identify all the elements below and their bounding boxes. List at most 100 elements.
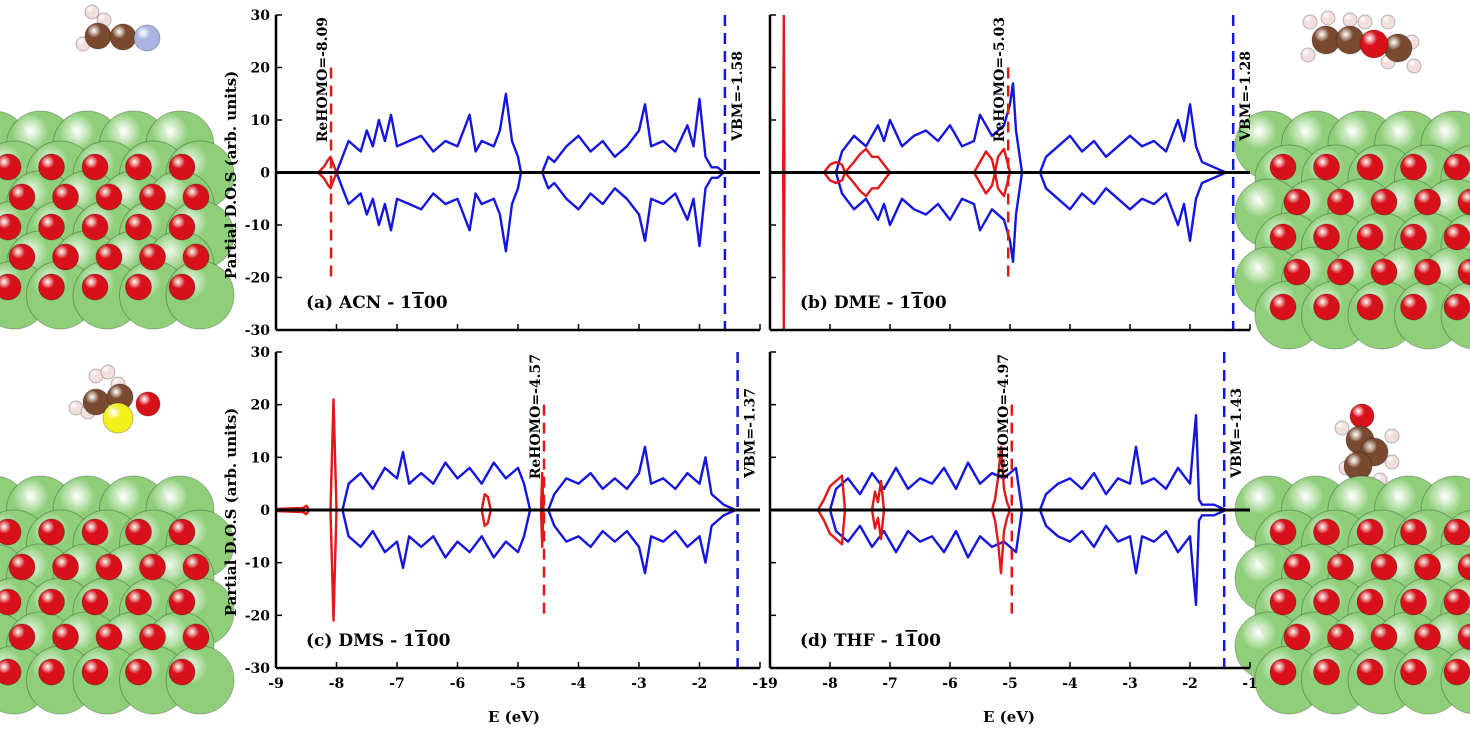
oxygen-atom (1457, 553, 1470, 581)
series-surface-spin-down (341, 508, 737, 575)
oxygen-atom (139, 623, 166, 651)
y-tick-label: -10 (245, 218, 271, 234)
series-surface-spin-down (335, 171, 725, 253)
carbon-atom (109, 23, 137, 51)
oxygen-atom (38, 518, 65, 546)
oxygen-atom (182, 183, 210, 211)
slab-illustration-c (0, 475, 235, 715)
rehomo-label: ReHOMO=-4.57 (528, 354, 544, 479)
oxygen-atom (1269, 223, 1297, 251)
oxygen-atom (38, 213, 65, 241)
oxygen-atom (0, 518, 22, 546)
oxygen-atom (1443, 588, 1470, 616)
series-adsorbate-spin-down (276, 508, 545, 622)
rehomo-label: ReHOMO=-4.97 (996, 354, 1012, 479)
oxygen-atom (1327, 553, 1354, 581)
oxygen-atom (81, 153, 109, 181)
nitrogen-atom (133, 24, 161, 52)
hydrogen-atom (1384, 454, 1400, 470)
oxygen-atom (1457, 623, 1470, 651)
x-tick-label: -8 (822, 676, 838, 692)
panel-label: (d) THF - 1100 (800, 631, 941, 651)
oxygen-atom (1356, 588, 1384, 616)
oxygen-atom (1313, 153, 1340, 181)
series-surface-spin-up (828, 414, 1227, 512)
oxygen-atom (1356, 658, 1384, 686)
y-tick-label: 0 (260, 166, 270, 182)
series-adsorbate-spin-up (317, 155, 338, 174)
oxygen-atom (95, 183, 123, 211)
hydrogen-atom (1380, 14, 1396, 30)
oxygen-atom (38, 153, 65, 181)
y-tick-label: -20 (245, 271, 271, 287)
slab-illustration-d (1234, 475, 1470, 715)
oxygen-atom (1400, 658, 1427, 686)
oxygen-atom (125, 588, 152, 616)
oxygen-atom (1283, 623, 1311, 651)
oxygen-atom (95, 623, 123, 651)
series-surface-spin-down (834, 171, 1227, 263)
oxygen-atom (1400, 223, 1427, 251)
y-tick-label: 10 (251, 450, 271, 466)
y-tick-label: 10 (251, 113, 271, 129)
series-adsorbate-spin-down (317, 171, 338, 190)
x-tick-label: -6 (942, 676, 958, 692)
y-tick-label: 30 (251, 345, 271, 361)
oxygen-atom (1327, 258, 1354, 286)
series-adsorbate-spin-up (276, 398, 545, 512)
oxygen-atom (1443, 658, 1470, 686)
plot-area (770, 15, 1250, 330)
panel-d-thf: ReHOMO=-4.97 VBM=-1.43 -9 -8 -7 -6 -5 -4 -3 -2 -1 (… (762, 351, 1258, 692)
x-tick-label: -9 (762, 676, 778, 692)
vbm-label: VBM=-1.28 (1238, 51, 1254, 142)
hydrogen-atom (1300, 47, 1316, 63)
oxygen-atom (125, 273, 152, 301)
x-tick-label: -9 (268, 676, 284, 692)
oxygen-atom (1400, 518, 1427, 546)
x-tick-label: -5 (1002, 676, 1018, 692)
oxygen-atom (1414, 258, 1441, 286)
oxygen-atom (1443, 518, 1470, 546)
oxygen-atom (95, 553, 123, 581)
hydrogen-atom (84, 4, 100, 20)
oxygen-atom (182, 623, 210, 651)
oxygen-atom (0, 273, 22, 301)
carbon-atom (1335, 25, 1365, 55)
panel-a-acn: ReHOMO=-8.09 VBM=-1.58 -30 -20 -10 0 10 20 30 (a)… (245, 8, 761, 339)
oxygen-atom (8, 623, 36, 651)
oxygen-atom (0, 658, 22, 686)
hydrogen-atom (1342, 12, 1358, 28)
series-surface-spin-up (834, 82, 1227, 174)
oxygen-atom (168, 518, 196, 546)
oxygen-atom (182, 243, 210, 271)
oxygen-atom (0, 213, 22, 241)
x-tick-label: -3 (1122, 676, 1138, 692)
panel-label-main: (c) DMS - 1 (306, 631, 415, 651)
oxygen-atom (1313, 658, 1340, 686)
panel-label-bar: 1 (905, 631, 917, 651)
oxygen-atom (135, 391, 161, 417)
oxygen-atom (38, 588, 65, 616)
series-adsorbate-spin-down (823, 171, 1012, 198)
oxygen-atom (52, 243, 79, 271)
x-tick-label: -7 (882, 676, 898, 692)
hydrogen-atom (1357, 14, 1373, 30)
slab-illustration-a (0, 110, 235, 330)
oxygen-atom (1400, 588, 1427, 616)
panel-label-bar: 1 (412, 293, 424, 313)
oxygen-atom (139, 183, 166, 211)
y-tick-label: 0 (260, 503, 270, 519)
hydrogen-atom (1334, 420, 1350, 436)
y-tick-label: -10 (245, 556, 271, 572)
panel-label-rest: 00 (923, 293, 947, 313)
series-adsorbate-spike-spin-down (782, 172, 786, 330)
oxygen-atom (8, 243, 36, 271)
oxygen-atom (1443, 293, 1470, 321)
rehomo-label: ReHOMO=-5.03 (992, 17, 1008, 142)
hydrogen-atom (1384, 428, 1400, 444)
x-tick-label: -1 (752, 676, 768, 692)
oxygen-atom (1414, 553, 1441, 581)
panel-label: (b) DME - 1100 (800, 293, 947, 313)
oxygen-atom (1443, 223, 1470, 251)
